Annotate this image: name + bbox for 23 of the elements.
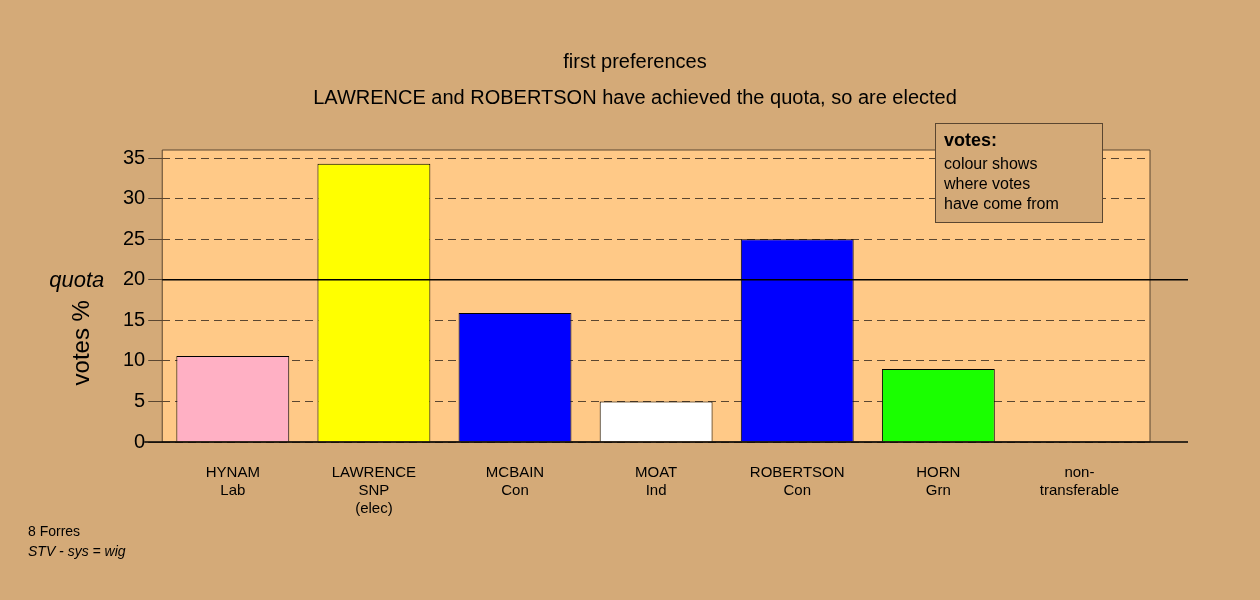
x-tick-label: LAWRENCE SNP (elec) [331,463,417,517]
x-tick-label: HORN Grn [916,463,961,499]
text: 8 Forres [28,522,82,541]
y-tick-label: 30 [123,186,146,209]
x-tick-label: MOAT Ind [635,463,678,499]
y-tick-label: 10 [123,348,146,371]
y-tick-label: 35 [123,145,146,168]
x-tick-label: non- transferable [1039,463,1120,499]
y-axis-title: votes % [66,300,94,386]
chart-title: first preferences [563,49,707,72]
y-tick-label: 15 [123,307,146,330]
y-tick-label: 25 [123,226,146,249]
text: STV - sys = wig [28,542,126,561]
x-tick-label: ROBERTSON Con [749,463,845,499]
x-tick-label: MCBAIN Con [485,463,545,499]
annotation: colour shows where votes have come from [944,154,1060,214]
y-tick-label: 0 [134,429,146,452]
chart-subtitle: LAWRENCE and ROBERTSON have achieved the quota, so are elected [313,85,957,108]
ref-line-label: quota [49,266,105,292]
y-tick-label: 5 [134,388,146,411]
y-tick-label: 20 [123,267,146,290]
text: votes: [944,130,998,150]
x-tick-label: HYNAM Lab [205,463,260,499]
